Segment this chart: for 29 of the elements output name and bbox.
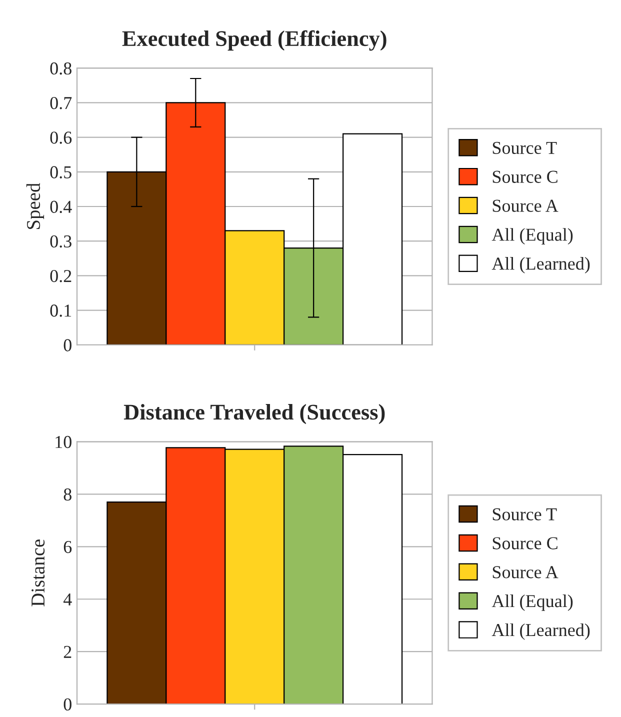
legend-label: Source C xyxy=(492,170,558,183)
y-tick-label: 0.6 xyxy=(50,132,72,144)
y-tick-label: 0.3 xyxy=(50,235,72,248)
y-tick-label: 0.7 xyxy=(50,96,72,110)
y-axis-title: Speed xyxy=(26,182,44,229)
y-tick-label: 8 xyxy=(64,488,72,501)
legend-label: All (Learned) xyxy=(492,257,590,274)
y-tick-label: 2 xyxy=(64,646,72,658)
y-tick-label: 0.5 xyxy=(50,166,72,178)
y-tick-label: 6 xyxy=(64,540,72,554)
legend-label: Source T xyxy=(492,508,557,520)
legend-label: Source A xyxy=(492,566,558,578)
legend-label: All (Equal) xyxy=(492,228,573,244)
chart-title: Distance Traveled (Success) xyxy=(124,404,385,424)
y-tick-label: 0.8 xyxy=(50,62,72,75)
legend-label: All (Learned) xyxy=(492,623,590,640)
chart-title: Executed Speed (Efficiency) xyxy=(122,30,386,51)
legend-label: Source T xyxy=(492,142,557,154)
y-tick-label: 0.1 xyxy=(50,304,72,317)
y-tick-label: 10 xyxy=(56,436,72,448)
y-tick-label: 4 xyxy=(63,594,72,606)
legend-label: Source C xyxy=(492,537,558,550)
y-tick-label: 0 xyxy=(64,698,72,711)
y-tick-label: 0.4 xyxy=(50,200,72,214)
y-tick-label: 0.2 xyxy=(50,270,72,282)
y-tick-label: 0 xyxy=(64,339,72,352)
legend-label: All (Equal) xyxy=(492,594,573,611)
legend-label: Source A xyxy=(492,200,558,212)
y-axis-title: Distance xyxy=(32,540,45,606)
